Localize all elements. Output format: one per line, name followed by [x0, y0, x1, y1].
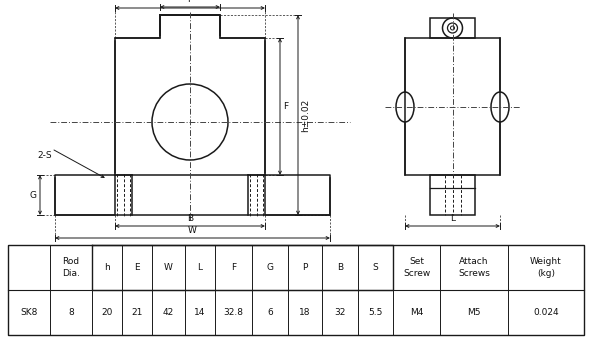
Text: B: B: [187, 214, 193, 223]
Text: 18: 18: [299, 308, 311, 317]
Text: 5.5: 5.5: [368, 308, 382, 317]
Text: 42: 42: [163, 308, 174, 317]
Text: 0.024: 0.024: [533, 308, 559, 317]
Text: 32: 32: [334, 308, 346, 317]
Text: P: P: [303, 263, 308, 272]
Text: 32.8: 32.8: [224, 308, 243, 317]
Text: L: L: [198, 263, 202, 272]
Text: 21: 21: [131, 308, 143, 317]
Text: 20: 20: [101, 308, 112, 317]
Bar: [115, 38, 265, 175]
Text: h±0.02: h±0.02: [301, 98, 310, 132]
Bar: [430, 18, 475, 38]
Text: 14: 14: [194, 308, 205, 317]
Text: L: L: [450, 214, 455, 223]
Bar: [55, 175, 330, 215]
Text: 2-S: 2-S: [37, 150, 52, 159]
Bar: [160, 15, 220, 38]
Text: G: G: [30, 190, 37, 199]
Text: E ± 0.05: E ± 0.05: [170, 0, 210, 2]
Text: B: B: [337, 263, 343, 272]
Text: S: S: [372, 263, 378, 272]
Bar: [8, 245, 584, 335]
Text: G: G: [266, 263, 274, 272]
Text: W: W: [164, 263, 173, 272]
Text: P: P: [187, 0, 192, 4]
Text: F: F: [283, 102, 288, 111]
Text: h: h: [104, 263, 110, 272]
Text: SK8: SK8: [20, 308, 38, 317]
Bar: [405, 38, 500, 175]
Text: Rod
Dia.: Rod Dia.: [62, 257, 80, 277]
Text: 6: 6: [267, 308, 273, 317]
Text: M5: M5: [467, 308, 481, 317]
Text: E: E: [134, 263, 140, 272]
Text: Weight
(kg): Weight (kg): [530, 257, 562, 277]
Bar: [430, 175, 475, 215]
Text: Attach
Screws: Attach Screws: [458, 257, 490, 277]
Text: M4: M4: [410, 308, 423, 317]
Text: Set
Screw: Set Screw: [403, 257, 430, 277]
Text: F: F: [231, 263, 236, 272]
Text: 8: 8: [68, 308, 74, 317]
Text: W: W: [188, 226, 197, 235]
